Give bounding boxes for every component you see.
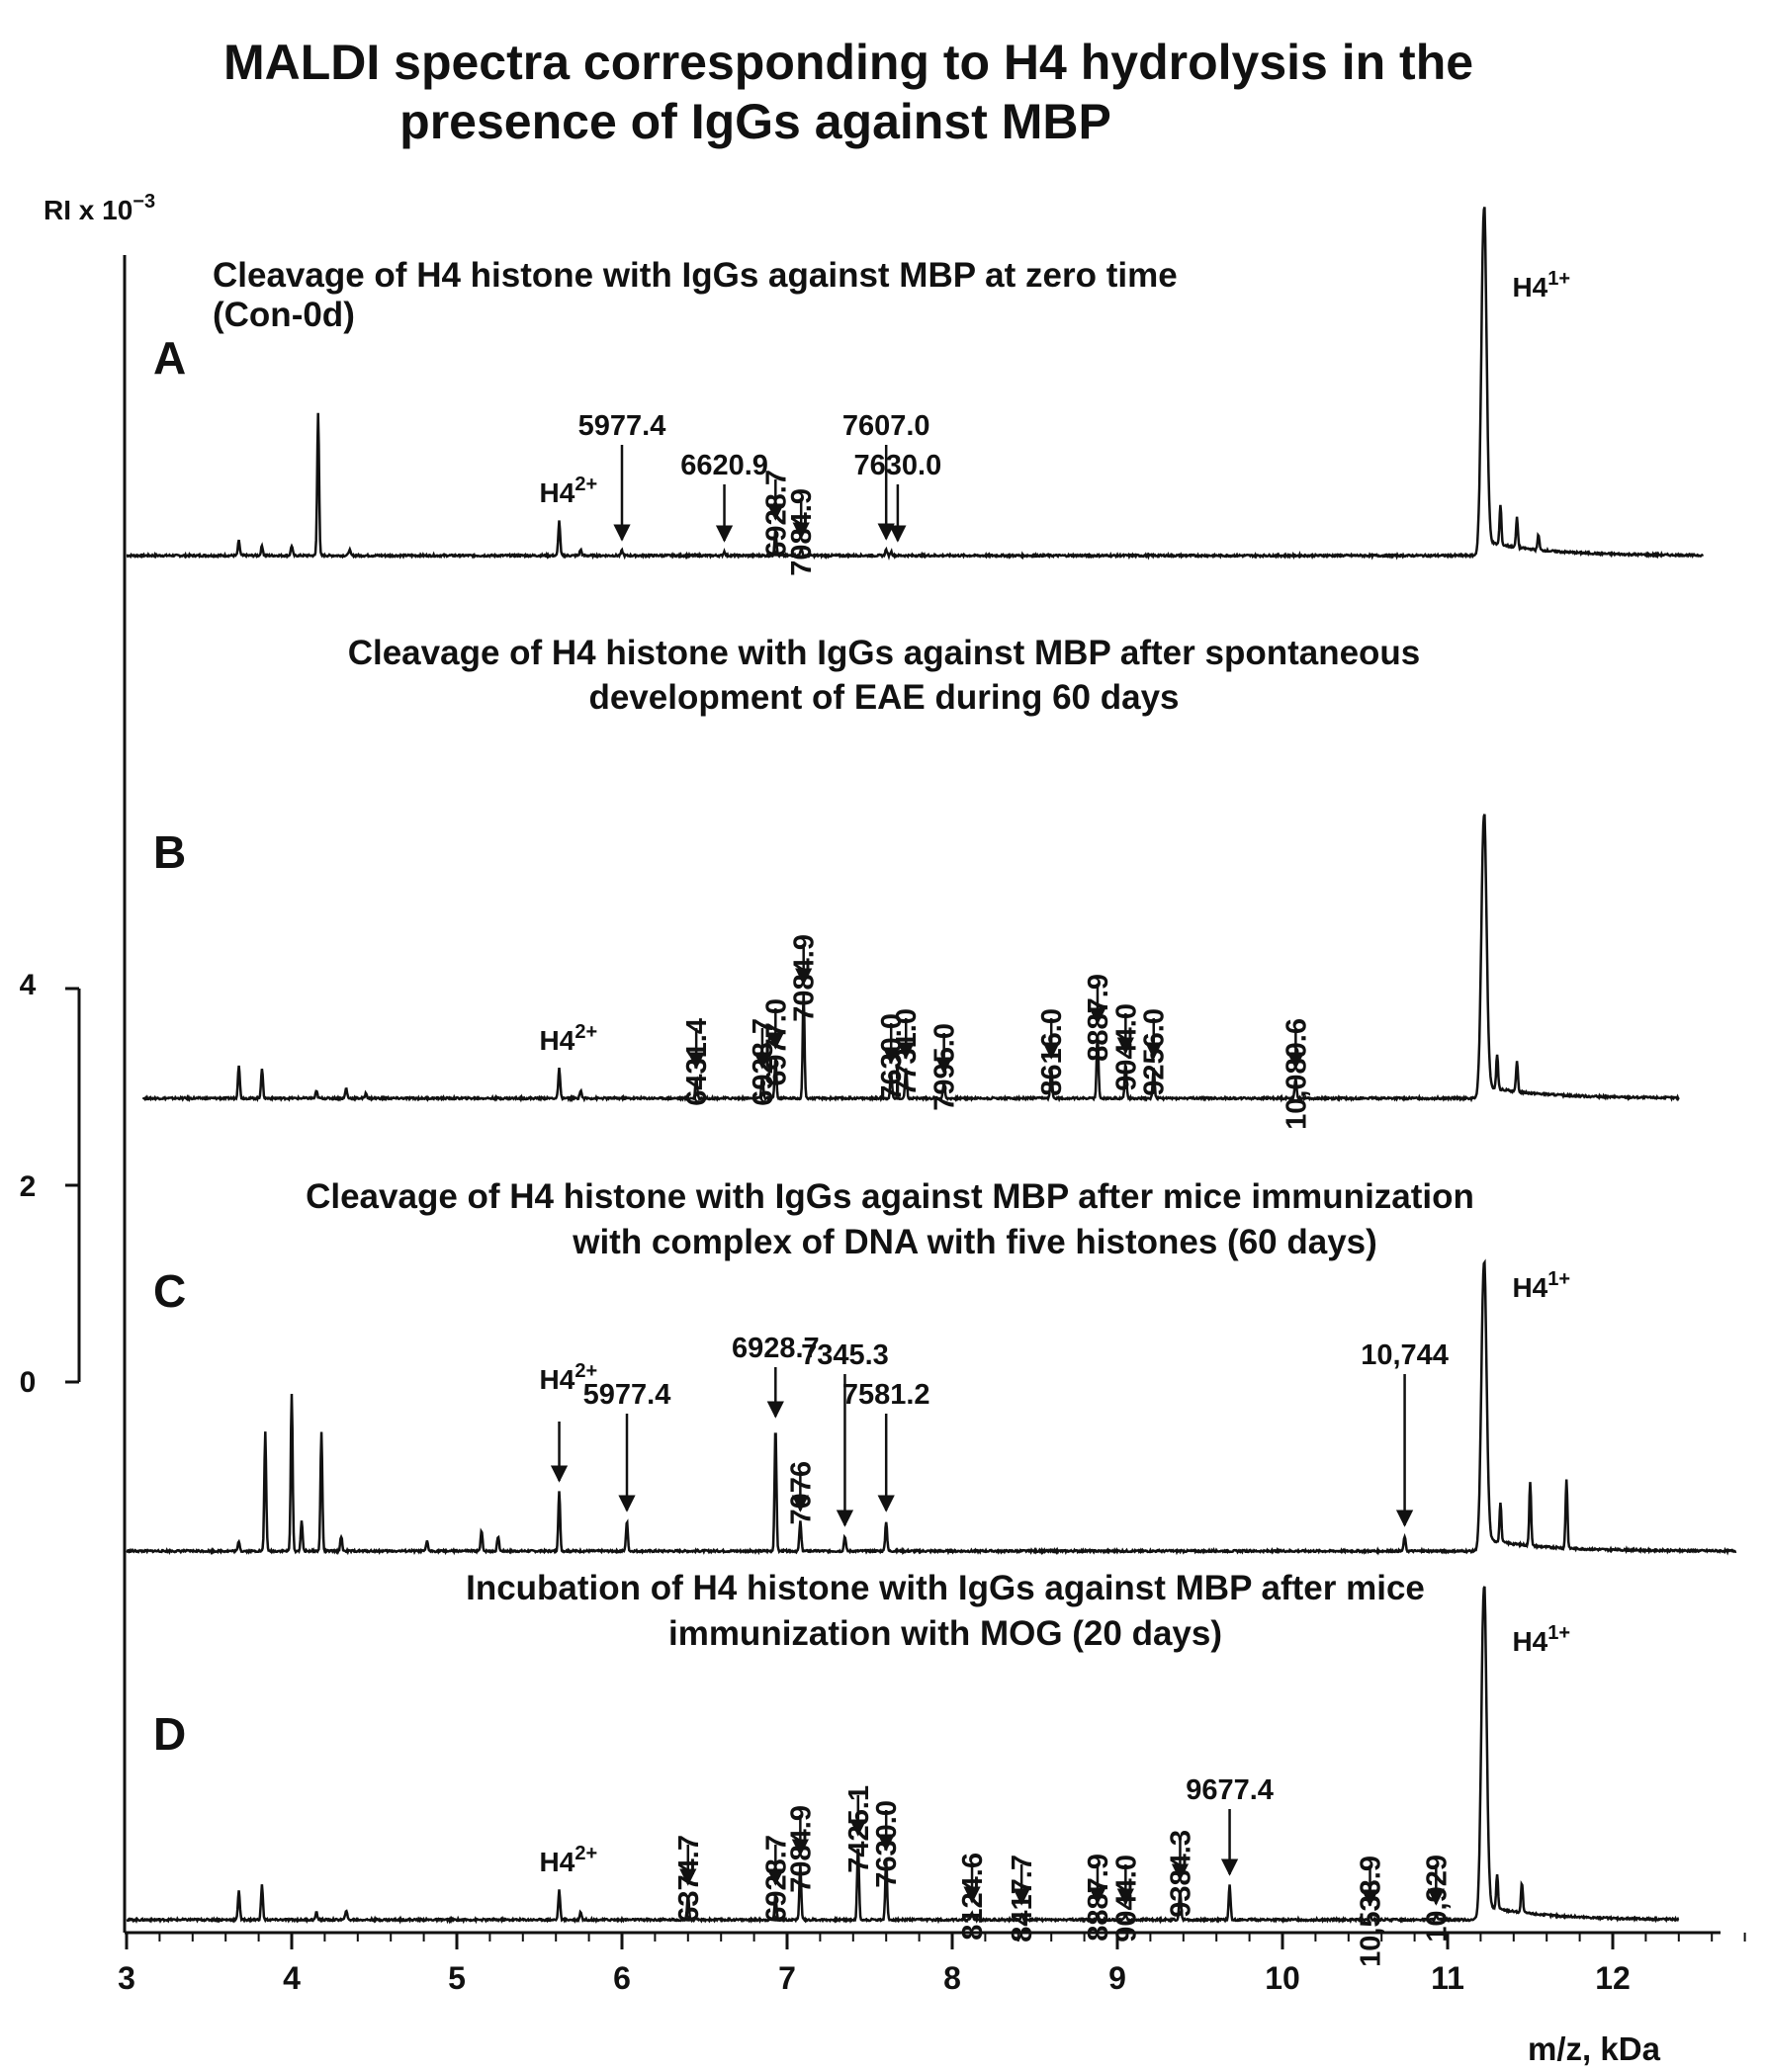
x-tick-label: 11 [1431,1960,1464,1996]
h4-label: H41+ [1512,1268,1570,1303]
x-tick-label: 10 [1265,1960,1300,1996]
h4-label-charge: 1+ [1547,1622,1570,1644]
panel-title-line: immunization with MOG (20 days) [668,1614,1222,1653]
peak-annotation-label: 7630.0 [854,450,942,481]
x-tick-label: 8 [943,1960,961,1996]
x-axis-ticks: 3 4 5 6 7 8 9 10 11 12 [118,1933,1746,1996]
peak-annotation-label: 7607.0 [842,410,930,442]
h4-label-base: H4 [540,1364,575,1395]
spectrum-panel-a: A Cleavage of H4 histone with IgGs agains… [126,207,1705,576]
h4-label: H42+ [540,1843,598,1877]
h4-label-charge: 1+ [1547,268,1570,290]
x-tick-label: 6 [613,1960,631,1996]
h4-label: H41+ [1512,1622,1570,1657]
panel-letter: C [153,1265,186,1317]
peak-annotation-label: 7345.3 [801,1339,889,1371]
h4-label: H42+ [540,1360,598,1395]
peak-annotation-label: 6928.7 [732,1333,820,1364]
spectrum-trace [126,1258,1737,1556]
y-axis-title: RI x 10−3 [44,191,155,225]
h4-label-base: H4 [1512,1626,1547,1657]
spectrum-trace [141,814,1680,1103]
spectra-panels: A Cleavage of H4 histone with IgGs agains… [126,207,1737,1967]
panel-title-line: development of EAE during 60 days [588,678,1179,717]
scale-bar-label: 4 [20,969,37,1001]
panel-letter: A [153,332,186,384]
spectrum-panel-c: C Cleavage of H4 histone with IgGs agains… [126,1177,1737,1556]
panel-title-line: with complex of DNA with five histones (… [572,1223,1377,1261]
panel-title-line: Cleavage of H4 histone with IgGs against… [306,1177,1474,1216]
peak-annotation-label: 9677.4 [1186,1774,1274,1806]
figure-title-line-1: MALDI spectra corresponding to H4 hydrol… [223,35,1473,90]
peak-annotation-label: 5977.4 [583,1379,671,1411]
x-tick-label: 4 [283,1960,301,1996]
x-tick-label: 5 [448,1960,466,1996]
y-axis-title-exponent: −3 [133,191,155,213]
h4-label-base: H4 [1512,272,1547,302]
h4-label-base: H4 [540,1847,575,1877]
h4-label: H41+ [1512,268,1570,302]
peak-annotation-label: 6620.9 [680,450,768,481]
scale-bar-label: 2 [20,1170,37,1203]
intensity-scale-bar: 4 2 0 [20,969,81,1399]
peak-annotation-label: 7581.2 [842,1379,930,1411]
x-tick-label: 3 [118,1960,135,1996]
panel-title-line: Cleavage of H4 histone with IgGs against… [213,256,1178,295]
panel-letter: B [153,826,186,878]
x-tick-label: 7 [778,1960,796,1996]
x-tick-label: 9 [1108,1960,1126,1996]
h4-label-base: H4 [540,477,575,508]
figure-title-line-2: presence of IgGs against MBP [399,94,1111,149]
panel-letter: D [153,1708,186,1760]
spectrum-panel-d: D Incubation of H4 histone with IgGs agai… [126,1569,1680,1967]
panel-title-line: (Con-0d) [213,296,355,334]
h4-label-base: H4 [1512,1272,1547,1303]
peak-annotation-label: 10,744 [1361,1339,1449,1371]
h4-label-charge: 2+ [574,1843,597,1864]
spectrum-panel-b: B Cleavage of H4 histone with IgGs agains… [141,634,1680,1130]
h4-label-base: H4 [540,1025,575,1056]
h4-label-charge: 1+ [1547,1268,1570,1290]
spectrum-trace [126,207,1705,561]
peak-annotation-label: 5977.4 [578,410,666,442]
h4-label: H42+ [540,1021,598,1056]
h4-label-charge: 2+ [574,1360,597,1382]
panel-title-line: Cleavage of H4 histone with IgGs against… [348,634,1421,672]
x-tick-label: 12 [1595,1960,1631,1996]
h4-label: H42+ [540,474,598,508]
h4-label-charge: 2+ [574,474,597,495]
h4-label-charge: 2+ [574,1021,597,1043]
x-axis-label: m/z, kDa [1528,2030,1661,2067]
y-axis-title-base: RI x 10 [44,195,133,225]
scale-bar-label: 0 [20,1366,37,1399]
spectrum-trace [126,1586,1680,1925]
panel-title-line: Incubation of H4 histone with IgGs again… [466,1569,1425,1607]
